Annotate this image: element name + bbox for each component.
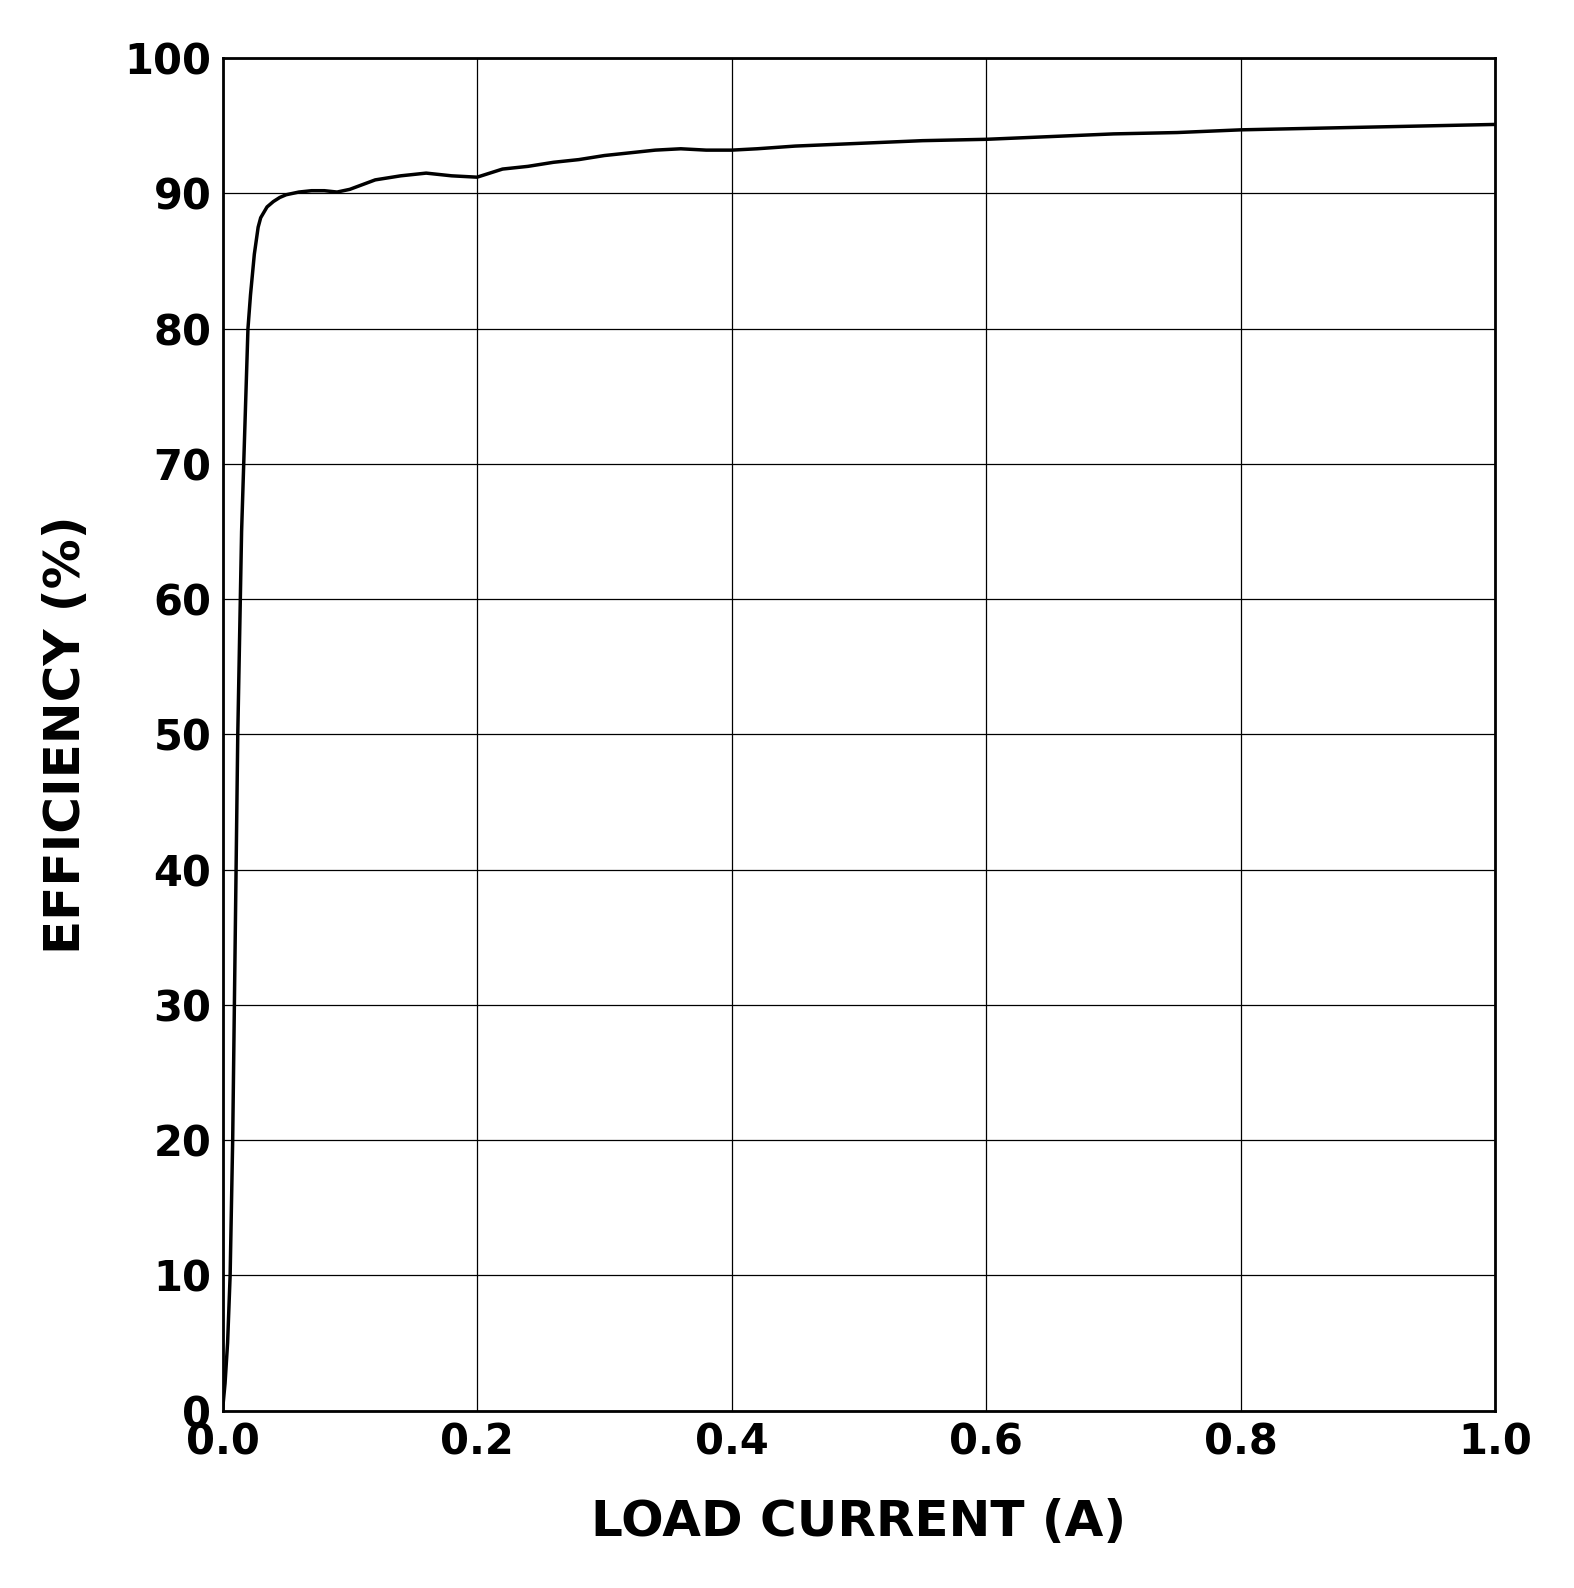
- X-axis label: LOAD CURRENT (A): LOAD CURRENT (A): [592, 1499, 1127, 1547]
- Y-axis label: EFFICIENCY (%): EFFICIENCY (%): [41, 515, 90, 953]
